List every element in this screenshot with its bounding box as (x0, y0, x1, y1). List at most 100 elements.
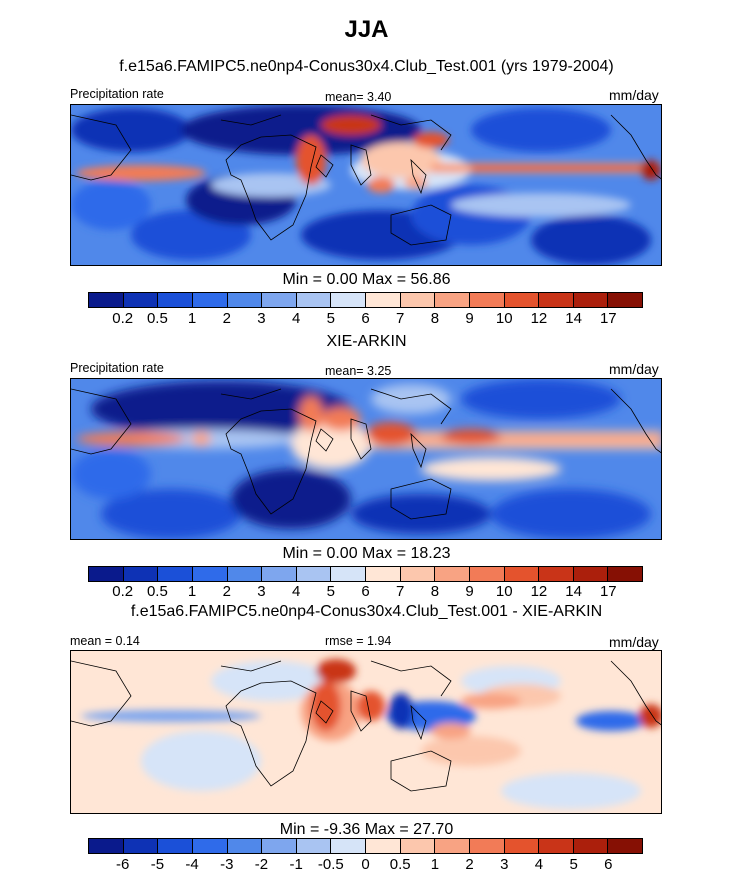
colorbar-tick-label: 10 (495, 310, 513, 327)
colorbar-swatch (89, 293, 124, 307)
colorbar-swatch (366, 567, 401, 581)
colorbar-swatch (296, 567, 332, 581)
colorbar-swatch (400, 293, 436, 307)
colorbar-tick-label: 2 (222, 583, 231, 600)
colorbar-swatch (504, 293, 540, 307)
colorbar-swatch (469, 567, 505, 581)
colorbar-swatch (435, 567, 470, 581)
colorbar-tick-label: 0.2 (112, 310, 134, 327)
panel1-subtitle: f.e15a6.FAMIPC5.ne0np4-Conus30x4.Club_Te… (119, 58, 614, 75)
panel3-units: mm/day (609, 634, 659, 650)
colorbar-swatch (539, 567, 574, 581)
panel2-map (70, 378, 662, 540)
panel2-colorbar-ticks: 0.2 0.5 1 2 3 4 5 6 7 8 9 10 12 14 17 (88, 583, 643, 601)
colorbar-tick-label: 7 (396, 583, 405, 600)
colorbar-tick-label: -2 (254, 856, 269, 873)
colorbar-tick-label: 3 (257, 583, 266, 600)
colorbar-swatch (504, 839, 540, 853)
colorbar-tick-label: 12 (530, 583, 548, 600)
colorbar-swatch (158, 567, 193, 581)
colorbar-tick-label: 17 (599, 583, 617, 600)
colorbar-tick-label: 4 (534, 856, 544, 873)
colorbar-swatch (469, 839, 505, 853)
colorbar-swatch (608, 839, 642, 853)
colorbar-tick-label: 0.5 (146, 583, 168, 600)
colorbar-swatch (504, 567, 540, 581)
colorbar-tick-label: 8 (430, 583, 440, 600)
colorbar-swatch (296, 293, 332, 307)
colorbar-swatch (331, 567, 366, 581)
colorbar-swatch (262, 839, 297, 853)
colorbar-tick-label: 7 (396, 310, 405, 327)
colorbar-swatch (573, 839, 609, 853)
colorbar-tick-label: -0.5 (317, 856, 344, 873)
colorbar-swatch (227, 567, 263, 581)
panel3-rmse-label: rmse = 1.94 (325, 634, 392, 648)
colorbar-swatch (123, 839, 159, 853)
colorbar-swatch (227, 839, 263, 853)
panel3-colorbar-ticks: -6 -5 -4 -3 -2 -1 -0.5 0 0.5 1 2 3 4 5 6 (88, 856, 643, 874)
colorbar-tick-label: 14 (565, 583, 582, 600)
colorbar-tick-label: 10 (495, 583, 513, 600)
panel2-mean-label: mean= 3.25 (325, 364, 392, 378)
colorbar-swatch (366, 839, 401, 853)
colorbar-tick-label: 5 (326, 310, 335, 327)
colorbar-swatch (469, 293, 505, 307)
colorbar-swatch (366, 293, 401, 307)
colorbar-tick-label: 9 (465, 583, 474, 600)
panel1-minmax: Min = 0.00 Max = 56.86 (282, 271, 451, 288)
panel2-subtitle: XIE-ARKIN (326, 333, 407, 350)
colorbar-swatch (435, 839, 470, 853)
panel2-minmax: Min = 0.00 Max = 18.23 (282, 545, 451, 562)
colorbar-tick-label: -5 (150, 856, 165, 873)
panel1-units: mm/day (609, 87, 659, 103)
colorbar-swatch (331, 839, 366, 853)
colorbar-tick-label: 0.2 (112, 583, 134, 600)
panel2-units: mm/day (609, 361, 659, 377)
colorbar-swatch (192, 567, 228, 581)
panel3-field (71, 651, 661, 813)
colorbar-tick-label: 0.5 (389, 856, 411, 873)
panel1-colorbar (88, 292, 643, 308)
colorbar-swatch (227, 293, 263, 307)
colorbar-tick-label: 2 (465, 856, 474, 873)
colorbar-swatch (573, 293, 609, 307)
colorbar-tick-label: 1 (187, 310, 197, 327)
colorbar-swatch (89, 839, 124, 853)
colorbar-tick-label: 2 (222, 310, 231, 327)
panel1-left-label: Precipitation rate (70, 87, 164, 101)
panel1-mean-label: mean= 3.40 (325, 90, 392, 104)
panel2-colorbar (88, 566, 643, 582)
colorbar-swatch (89, 567, 124, 581)
panel3-mean-label: mean = 0.14 (70, 634, 140, 648)
colorbar-swatch (123, 293, 159, 307)
colorbar-swatch (296, 839, 332, 853)
colorbar-tick-label: -1 (289, 856, 303, 873)
figure-title: JJA (344, 16, 389, 43)
colorbar-tick-label: 1 (430, 856, 440, 873)
colorbar-swatch (331, 293, 366, 307)
colorbar-tick-label: 12 (530, 310, 548, 327)
colorbar-tick-label: -3 (220, 856, 234, 873)
panel3-subtitle: f.e15a6.FAMIPC5.ne0np4-Conus30x4.Club_Te… (130, 603, 603, 620)
colorbar-swatch (123, 567, 159, 581)
panel1-field (71, 105, 661, 265)
colorbar-tick-label: -4 (185, 856, 199, 873)
colorbar-tick-label: 6 (361, 310, 370, 327)
panel1-map (70, 104, 662, 266)
colorbar-tick-label: 1 (187, 583, 197, 600)
colorbar-tick-label: 14 (565, 310, 582, 327)
panel3-map (70, 650, 662, 814)
colorbar-swatch (539, 839, 574, 853)
colorbar-tick-label: 3 (257, 310, 266, 327)
colorbar-tick-label: 3 (500, 856, 509, 873)
colorbar-swatch (539, 293, 574, 307)
colorbar-swatch (192, 839, 228, 853)
colorbar-swatch (158, 839, 193, 853)
colorbar-swatch (262, 567, 297, 581)
colorbar-swatch (400, 567, 436, 581)
panel2-field (71, 379, 661, 539)
colorbar-swatch (573, 567, 609, 581)
panel3-colorbar (88, 838, 643, 854)
colorbar-tick-label: 6 (361, 583, 370, 600)
